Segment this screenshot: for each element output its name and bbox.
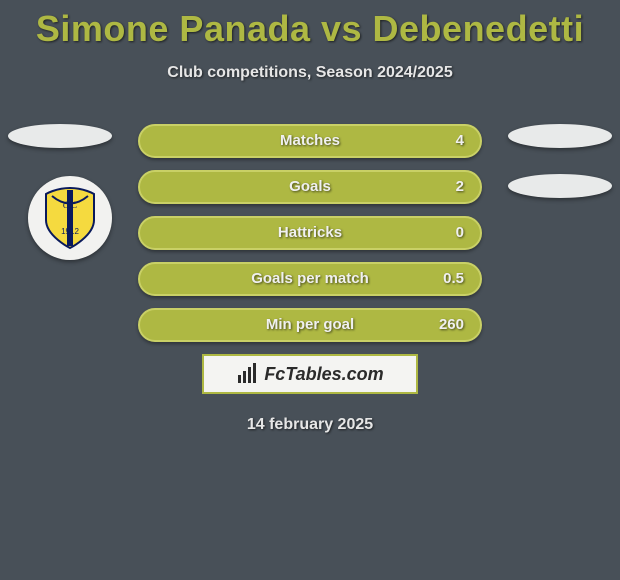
page-subtitle: Club competitions, Season 2024/2025 — [0, 64, 620, 82]
stat-label: Matches — [140, 126, 480, 156]
stat-bar-goals: Goals 2 — [138, 170, 482, 204]
stat-value: 4 — [456, 126, 464, 156]
stat-value: 0.5 — [443, 264, 464, 294]
stat-label: Hattricks — [140, 218, 480, 248]
stat-bar-hattricks: Hattricks 0 — [138, 216, 482, 250]
comparison-panel: CfC 1912 Matches 4 Goals 2 Hattricks 0 G… — [0, 124, 620, 434]
crest-icon: CfC 1912 — [38, 186, 102, 250]
stat-bar-gpm: Goals per match 0.5 — [138, 262, 482, 296]
crest-year: 1912 — [61, 227, 79, 236]
page-title: Simone Panada vs Debenedetti — [0, 0, 620, 50]
branding-box: FcTables.com — [202, 354, 418, 394]
stat-bars: Matches 4 Goals 2 Hattricks 0 Goals per … — [138, 124, 482, 342]
club-crest: CfC 1912 — [28, 176, 112, 260]
branding-text: FcTables.com — [264, 364, 383, 385]
stat-bar-matches: Matches 4 — [138, 124, 482, 158]
stat-label: Goals per match — [140, 264, 480, 294]
bars-icon — [236, 363, 258, 385]
player-slot-left — [8, 124, 112, 148]
player-slot-right-2 — [508, 174, 612, 198]
stat-bar-mpg: Min per goal 260 — [138, 308, 482, 342]
player-slot-right-1 — [508, 124, 612, 148]
stat-label: Goals — [140, 172, 480, 202]
stat-value: 0 — [456, 218, 464, 248]
stat-label: Min per goal — [140, 310, 480, 340]
footer-date: 14 february 2025 — [0, 416, 620, 434]
crest-monogram: CfC — [63, 200, 79, 210]
stat-value: 2 — [456, 172, 464, 202]
stat-value: 260 — [439, 310, 464, 340]
